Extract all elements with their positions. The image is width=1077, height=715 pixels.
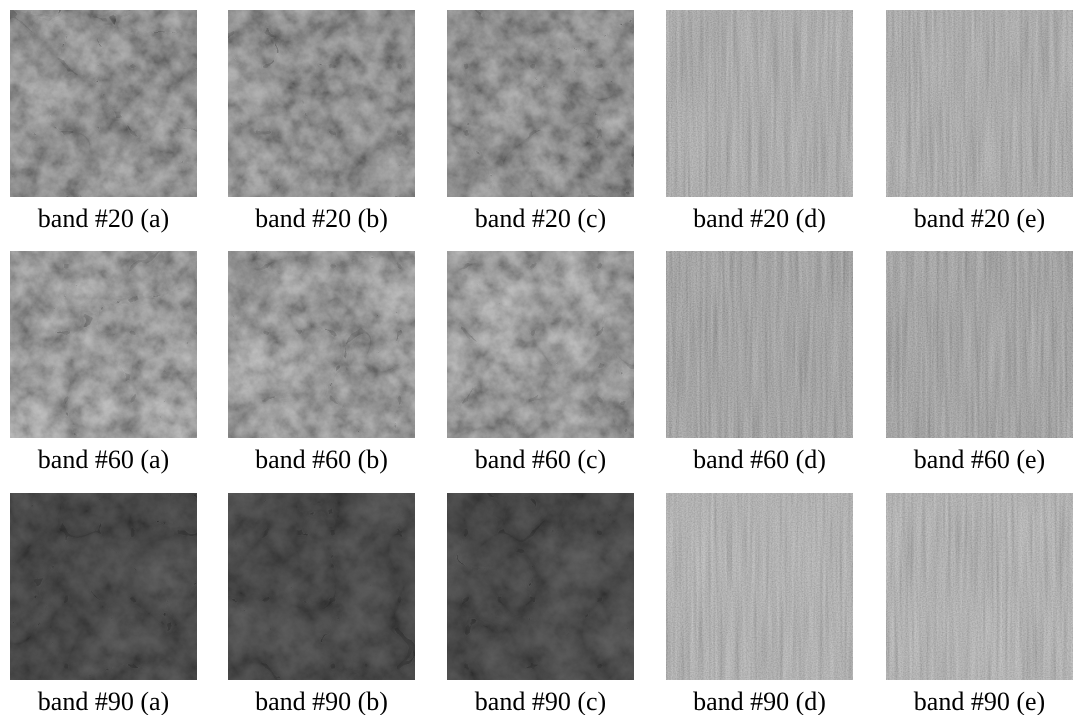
image-texture	[447, 10, 634, 197]
image-texture	[228, 251, 415, 438]
image-grain	[886, 493, 1073, 680]
caption: band #90 (e)	[914, 687, 1045, 715]
caption: band #90 (a)	[38, 687, 169, 715]
caption: band #20 (e)	[914, 204, 1045, 233]
caption: band #60 (c)	[475, 445, 606, 474]
caption: band #60 (b)	[255, 445, 388, 474]
caption: band #20 (d)	[693, 204, 826, 233]
caption: band #90 (b)	[255, 687, 388, 715]
image-grain	[666, 10, 853, 197]
caption: band #20 (a)	[38, 204, 169, 233]
caption: band #90 (c)	[475, 687, 606, 715]
figure: band #20 (a) band #20 (b) band #20 (c) band…	[0, 0, 1077, 715]
image-grain	[886, 251, 1073, 438]
image-texture	[447, 493, 634, 680]
caption: band #60 (d)	[693, 445, 826, 474]
image-texture	[10, 10, 197, 197]
caption: band #20 (b)	[255, 204, 388, 233]
image-texture	[10, 493, 197, 680]
caption: band #20 (c)	[475, 204, 606, 233]
image-grain	[666, 493, 853, 680]
caption: band #90 (d)	[693, 687, 826, 715]
image-texture	[10, 251, 197, 438]
caption: band #60 (e)	[914, 445, 1045, 474]
caption: band #60 (a)	[38, 445, 169, 474]
image-texture	[447, 251, 634, 438]
image-texture	[228, 493, 415, 680]
image-texture	[228, 10, 415, 197]
image-grain	[666, 251, 853, 438]
image-grain	[886, 10, 1073, 197]
